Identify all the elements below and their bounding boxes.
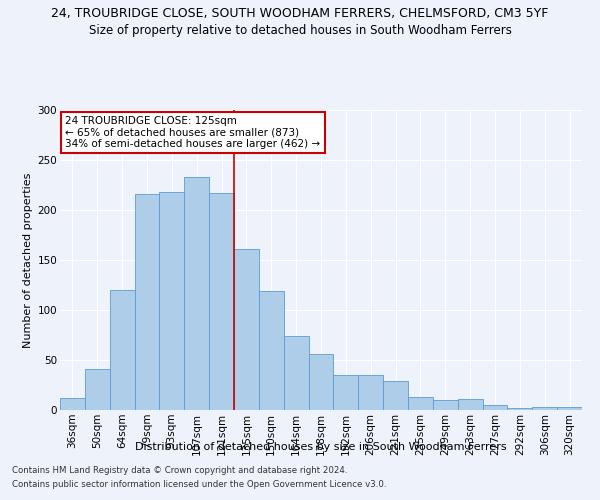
Y-axis label: Number of detached properties: Number of detached properties bbox=[23, 172, 34, 348]
Text: Contains HM Land Registry data © Crown copyright and database right 2024.: Contains HM Land Registry data © Crown c… bbox=[12, 466, 347, 475]
Text: Distribution of detached houses by size in South Woodham Ferrers: Distribution of detached houses by size … bbox=[135, 442, 507, 452]
Bar bbox=[383, 381, 408, 410]
Bar bbox=[110, 290, 134, 410]
Bar bbox=[284, 336, 308, 410]
Bar bbox=[334, 375, 358, 410]
Text: 24 TROUBRIDGE CLOSE: 125sqm
← 65% of detached houses are smaller (873)
34% of se: 24 TROUBRIDGE CLOSE: 125sqm ← 65% of det… bbox=[65, 116, 320, 149]
Bar bbox=[508, 408, 532, 410]
Text: Contains public sector information licensed under the Open Government Licence v3: Contains public sector information licen… bbox=[12, 480, 386, 489]
Text: 24, TROUBRIDGE CLOSE, SOUTH WOODHAM FERRERS, CHELMSFORD, CM3 5YF: 24, TROUBRIDGE CLOSE, SOUTH WOODHAM FERR… bbox=[52, 8, 548, 20]
Bar bbox=[134, 194, 160, 410]
Bar bbox=[209, 193, 234, 410]
Bar bbox=[408, 397, 433, 410]
Bar bbox=[532, 407, 557, 410]
Bar bbox=[433, 400, 458, 410]
Bar bbox=[60, 398, 85, 410]
Bar bbox=[458, 399, 482, 410]
Bar bbox=[259, 291, 284, 410]
Bar bbox=[358, 375, 383, 410]
Bar bbox=[160, 192, 184, 410]
Bar bbox=[482, 405, 508, 410]
Bar bbox=[308, 354, 334, 410]
Bar bbox=[557, 407, 582, 410]
Bar bbox=[85, 369, 110, 410]
Bar bbox=[234, 249, 259, 410]
Bar bbox=[184, 177, 209, 410]
Text: Size of property relative to detached houses in South Woodham Ferrers: Size of property relative to detached ho… bbox=[89, 24, 511, 37]
